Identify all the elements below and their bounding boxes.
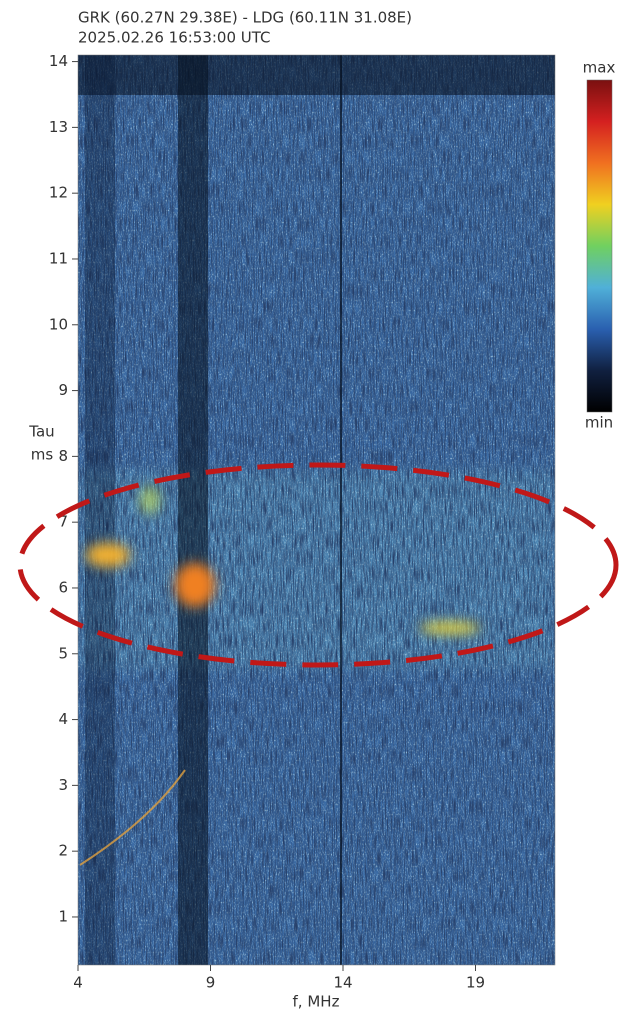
y-tick-label: 1 (58, 907, 68, 925)
y-tick-label: 2 (58, 842, 68, 860)
y-tick-label: 10 (49, 315, 68, 333)
y-label: Tau (28, 423, 54, 441)
x-tick-label: 19 (466, 974, 485, 992)
x-label: f, MHz (293, 993, 340, 1011)
colorbar-min: min (585, 414, 613, 432)
y-tick-label: 8 (58, 447, 68, 465)
colorbar-max: max (583, 59, 616, 77)
y-tick-label: 12 (49, 184, 68, 202)
y-tick-label: 9 (58, 381, 68, 399)
colorbar (587, 80, 612, 412)
y-tick-label: 5 (58, 644, 68, 662)
y-tick-label: 14 (49, 52, 68, 70)
x-tick-label: 9 (206, 974, 216, 992)
title-line: GRK (60.27N 29.38E) - LDG (60.11N 31.08E… (78, 9, 412, 27)
y-tick-label: 3 (58, 776, 68, 794)
x-tick-label: 14 (333, 974, 352, 992)
chart: GRK (60.27N 29.38E) - LDG (60.11N 31.08E… (0, 0, 621, 1015)
y-tick-label: 6 (58, 578, 68, 596)
x-tick-label: 4 (73, 974, 83, 992)
y-tick-label: 11 (49, 249, 68, 267)
y-tick-label: 13 (49, 118, 68, 136)
y-label: ms (31, 446, 54, 464)
title-line: 2025.02.26 16:53:00 UTC (78, 29, 271, 47)
y-tick-label: 4 (58, 710, 68, 728)
spectrogram (78, 55, 555, 965)
